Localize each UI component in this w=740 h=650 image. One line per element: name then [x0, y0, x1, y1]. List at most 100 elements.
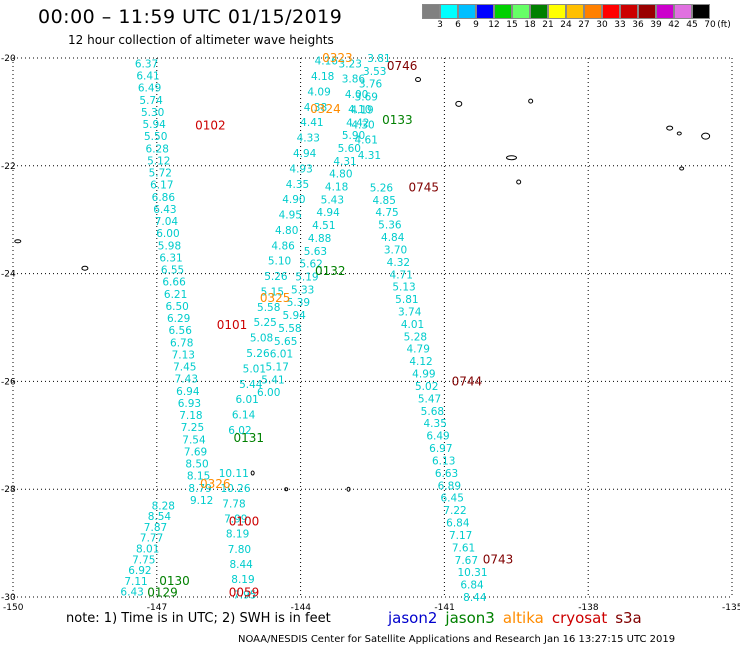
island-outline: [516, 179, 522, 185]
swh-value: 8.44: [463, 592, 487, 604]
swh-value: 4.99: [412, 369, 435, 381]
island-outline: [250, 470, 255, 476]
swh-value: 5.94: [142, 119, 166, 131]
legend-ticks: 3 6 9 12 15 18 21 24 27 30 33 36 39 42 45 70 (ft): [422, 19, 731, 33]
swh-value: 3.76: [359, 79, 383, 91]
swh-value: 7.61: [452, 542, 475, 554]
credit-line: NOAA/NESDIS Center for Satellite Applica…: [238, 634, 676, 645]
swh-value: 5.28: [404, 331, 427, 343]
swh-value: 5.15: [261, 286, 284, 298]
swh-value: 7.25: [181, 422, 204, 434]
swh-value: 10.26: [220, 483, 250, 495]
swh-value: 6.63: [435, 468, 458, 480]
swh-value: 5.62: [299, 259, 322, 271]
swh-value: 4.35: [286, 179, 309, 191]
swh-value: 8.19: [226, 529, 249, 541]
swh-value: 6.49: [138, 83, 161, 95]
legend-swatch: [692, 4, 710, 19]
lon-label: -147: [147, 603, 167, 613]
lat-label: -22: [1, 162, 16, 172]
satellite-key-cryosat: cryosat: [551, 609, 608, 627]
swh-value: 4.86: [271, 240, 295, 252]
lat-label: -30: [1, 593, 16, 603]
swh-value: 4.51: [312, 220, 335, 232]
swh-value: 5.26: [370, 182, 394, 194]
page-subtitle: 12 hour collection of altimeter wave hei…: [68, 33, 334, 47]
swh-value: 4.01: [401, 319, 424, 331]
satellite-key-jason3: jason3: [445, 609, 495, 627]
swh-value: 4.42: [346, 117, 369, 129]
swh-value: 3.53: [363, 66, 386, 78]
swh-value: 4.71: [390, 269, 413, 281]
swh-value: 4.31: [333, 156, 356, 168]
swh-value: 8.01: [136, 543, 159, 555]
pass-time-label: 0102: [195, 118, 226, 132]
swh-value: 5.02: [415, 381, 438, 393]
swh-value: 4.32: [387, 257, 410, 269]
swh-value: 4.35: [424, 418, 447, 430]
island-outline: [506, 155, 518, 161]
footer-note: note: 1) Time is in UTC; 2) SWH is in fe…: [66, 611, 331, 626]
pass-time-label: 0129: [147, 586, 178, 600]
swh-value: 7.43: [175, 374, 198, 386]
page-title: 00:00 – 11:59 UTC 01/15/2019: [38, 6, 343, 28]
swh-value: 7.69: [184, 446, 207, 458]
legend-tick: 9: [473, 20, 479, 30]
swh-value: 8.19: [231, 574, 254, 586]
lon-label: -138: [578, 603, 599, 613]
pass-time-label: 0059: [229, 586, 260, 600]
swh-value: 5.94: [282, 310, 306, 322]
legend-tick: 15: [506, 20, 518, 30]
swh-value: 7.13: [172, 349, 195, 361]
swh-value: 5.26: [264, 271, 288, 283]
swh-value: 6.41: [136, 71, 159, 83]
legend-swatch: [530, 4, 548, 19]
swh-value: 5.08: [250, 333, 273, 345]
swh-value: 5.10: [268, 256, 291, 268]
swh-value: 4.30: [351, 119, 374, 131]
pass-time-labels: 0323 0746 0102 0324 0133 0745 0132 0325 0101 0744…: [147, 51, 513, 600]
swh-value: 7.80: [228, 544, 251, 556]
swh-value: 5.26: [246, 348, 270, 360]
swh-value: 7.99: [224, 514, 247, 526]
swh-value: 7.22: [443, 505, 466, 517]
legend-swatch: [548, 4, 566, 19]
swh-value: 8.44: [229, 559, 253, 571]
pass-time-label: 0132: [315, 264, 346, 278]
legend-tick: 21: [542, 20, 554, 30]
swh-value: 5.12: [147, 155, 170, 167]
island-outline: [666, 125, 674, 131]
swh-value: 6.00: [156, 228, 179, 240]
legend-tick: 42: [668, 20, 680, 30]
island-outline: [676, 131, 682, 136]
swh-value: 6.93: [178, 398, 201, 410]
swh-value: 5.58: [278, 323, 301, 335]
legend-tick: 3: [437, 20, 443, 30]
swh-value: 4.95: [279, 210, 302, 222]
legend-tick: 45: [686, 20, 698, 30]
swh-value: 4.94: [316, 207, 340, 219]
swh-value: 3.74: [398, 306, 422, 318]
swh-value: 5.33: [291, 284, 314, 296]
lat-label: -20: [1, 54, 16, 64]
swh-value: 5.58: [257, 302, 280, 314]
satellite-key-altika: altika: [502, 609, 544, 627]
swh-value: 4.41: [300, 117, 323, 129]
island-outline: [455, 100, 463, 107]
swh-value: 5.44: [239, 379, 263, 391]
pass-time-label: 0130: [159, 574, 190, 588]
swh-value: 8.79: [188, 483, 211, 495]
swh-value: 6.86: [152, 192, 176, 204]
swh-value: 6.84: [460, 580, 484, 592]
swh-value: 3.69: [355, 92, 378, 104]
swh-value: 10.31: [457, 567, 487, 579]
lat-label: -28: [1, 485, 16, 495]
satellite-key-s3a: s3a: [615, 609, 642, 627]
swh-value: 8.50: [185, 459, 208, 471]
pass-time-label: 0324: [310, 102, 341, 116]
lon-label: -141: [434, 603, 454, 613]
swh-value: 4.94: [293, 148, 317, 160]
pass-time-label: 0745: [408, 180, 439, 194]
pass-time-label: 0746: [387, 59, 418, 73]
legend-tick: 33: [614, 20, 626, 30]
